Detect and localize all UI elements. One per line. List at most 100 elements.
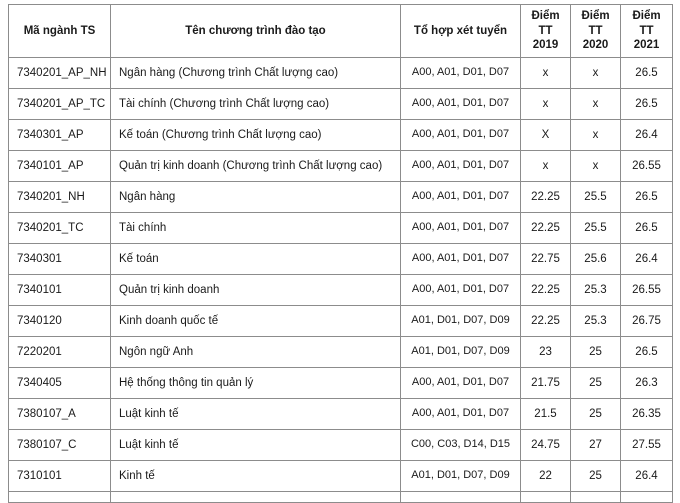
column-header-subject-combination: Tổ hợp xét tuyển [400, 4, 521, 58]
cell-name: Hệ thống thông tin quản lý [110, 367, 401, 399]
table-row: 7340201_TC Tài chính A00, A01, D01, D07 22.… [8, 212, 673, 244]
column-header-score-2020: Điểm TT 2020 [570, 4, 621, 58]
cell-y2019: 22.25 [520, 181, 571, 213]
cell-combo: A00, A01, D01, D07 [400, 119, 521, 151]
cell-name: Ngân hàng (Chương trình Chất lượng cao) [110, 57, 401, 89]
cell-y2019: 24.75 [520, 429, 571, 461]
table-row: 7340201_AP_TC Tài chính (Chương trình Chấ… [8, 88, 673, 120]
cell-y2021: 26.35 [620, 398, 673, 430]
cell-code: 7340101_AP [8, 150, 111, 182]
cell-combo: A00, A01, D01, D07 [400, 57, 521, 89]
cell-y2019: x [520, 57, 571, 89]
table-header-row: Mã ngành TS Tên chương trình đào tạo Tổ … [8, 4, 673, 58]
cell-combo [400, 491, 521, 503]
cell-y2021: 26.55 [620, 274, 673, 306]
cell-y2021: 26.4 [620, 119, 673, 151]
cell-name [110, 491, 401, 503]
cell-name: Tài chính [110, 212, 401, 244]
admission-scores-table: Mã ngành TS Tên chương trình đào tạo Tổ … [8, 4, 673, 503]
table-row: 7340201_NH Ngân hàng A00, A01, D01, D07 22.… [8, 181, 673, 213]
cell-y2021: 26.3 [620, 367, 673, 399]
cell-combo: A00, A01, D01, D07 [400, 181, 521, 213]
cell-combo: A00, A01, D01, D07 [400, 398, 521, 430]
cell-y2020: x [570, 150, 621, 182]
cell-y2021: 26.4 [620, 460, 673, 492]
cell-y2019: 21.5 [520, 398, 571, 430]
table-body: 7340201_AP_NH Ngân hàng (Chương trình Chấ… [8, 57, 673, 503]
cell-y2019: 21.75 [520, 367, 571, 399]
column-header-score-2021: Điểm TT 2021 [620, 4, 673, 58]
cell-y2020: 25 [570, 336, 621, 368]
cell-y2019: X [520, 119, 571, 151]
cell-y2019: x [520, 150, 571, 182]
cell-name: Kế toán [110, 243, 401, 275]
cell-y2020: 25 [570, 460, 621, 492]
cell-combo: A00, A01, D01, D07 [400, 212, 521, 244]
cell-name: Tài chính (Chương trình Chất lượng cao) [110, 88, 401, 120]
cell-code: 7340201_TC [8, 212, 111, 244]
admission-scores-sheet: Mã ngành TS Tên chương trình đào tạo Tổ … [8, 4, 673, 503]
cell-y2021: 26.5 [620, 181, 673, 213]
cell-name: Luật kinh tế [110, 398, 401, 430]
cell-y2019: x [520, 88, 571, 120]
cell-combo: A00, A01, D01, D07 [400, 88, 521, 120]
cell-y2020: 25.6 [570, 243, 621, 275]
table-row: 7340101_AP Quản trị kinh doanh (Chương tr… [8, 150, 673, 182]
table-row [8, 491, 673, 503]
cell-y2020 [570, 491, 621, 503]
cell-code: 7340101 [8, 274, 111, 306]
cell-y2019: 22.25 [520, 274, 571, 306]
cell-y2020: 25.3 [570, 274, 621, 306]
cell-combo: A00, A01, D01, D07 [400, 367, 521, 399]
column-header-subject-combination-label: Tổ hợp xét tuyển [413, 24, 508, 37]
column-header-score-2019-year: 2019 [532, 39, 559, 52]
cell-code: 7340301 [8, 243, 111, 275]
cell-y2021: 26.5 [620, 212, 673, 244]
cell-y2021 [620, 491, 673, 503]
cell-y2019: 22 [520, 460, 571, 492]
column-header-score-2019: Điểm TT 2019 [520, 4, 571, 58]
table-row: 7220201 Ngôn ngữ Anh A01, D01, D07, D09 23 2… [8, 336, 673, 368]
column-header-score-2021-year: 2021 [633, 39, 660, 52]
column-header-program-name: Tên chương trình đào tạo [110, 4, 401, 58]
cell-name: Luật kinh tế [110, 429, 401, 461]
cell-combo: A01, D01, D07, D09 [400, 336, 521, 368]
cell-name: Kế toán (Chương trình Chất lượng cao) [110, 119, 401, 151]
cell-y2019 [520, 491, 571, 503]
column-header-score-2021-line1: Điểm [632, 10, 661, 23]
cell-y2019: 22.25 [520, 305, 571, 337]
cell-code: 7340201_AP_TC [8, 88, 111, 120]
cell-code: 7220201 [8, 336, 111, 368]
table-row: 7310101 Kinh tế A01, D01, D07, D09 22 25 26.4 [8, 460, 673, 492]
cell-code: 7310101 [8, 460, 111, 492]
table-row: 7340405 Hệ thống thông tin quản lý A00, A0… [8, 367, 673, 399]
table-row: 7340301 Kế toán A00, A01, D01, D07 22.75 25.… [8, 243, 673, 275]
cell-y2020: x [570, 119, 621, 151]
cell-code: 7340201_AP_NH [8, 57, 111, 89]
cell-name: Kinh doanh quốc tế [110, 305, 401, 337]
cell-combo: A00, A01, D01, D07 [400, 243, 521, 275]
cell-y2020: x [570, 57, 621, 89]
cell-y2021: 26.5 [620, 88, 673, 120]
table-row: 7340101 Quản trị kinh doanh A00, A01, D01,… [8, 274, 673, 306]
cell-y2019: 22.25 [520, 212, 571, 244]
table-header: Mã ngành TS Tên chương trình đào tạo Tổ … [8, 4, 673, 58]
column-header-score-2020-year: 2020 [582, 39, 609, 52]
cell-y2021: 26.5 [620, 57, 673, 89]
cell-y2020: x [570, 88, 621, 120]
cell-y2020: 27 [570, 429, 621, 461]
cell-code: 7340301_AP [8, 119, 111, 151]
cell-y2021: 26.55 [620, 150, 673, 182]
column-header-score-2019-line1: Điểm [531, 10, 560, 23]
cell-name: Kinh tế [110, 460, 401, 492]
cell-y2021: 26.5 [620, 336, 673, 368]
cell-y2021: 26.75 [620, 305, 673, 337]
cell-name: Quản trị kinh doanh (Chương trình Chất l… [110, 150, 401, 182]
cell-name: Ngân hàng [110, 181, 401, 213]
cell-name: Ngôn ngữ Anh [110, 336, 401, 368]
cell-code: 7380107_A [8, 398, 111, 430]
table-row: 7380107_C Luật kinh tế C00, C03, D14, D15 2… [8, 429, 673, 461]
cell-combo: A01, D01, D07, D09 [400, 460, 521, 492]
column-header-score-2021-line2: TT [639, 24, 654, 37]
cell-code: 7340405 [8, 367, 111, 399]
